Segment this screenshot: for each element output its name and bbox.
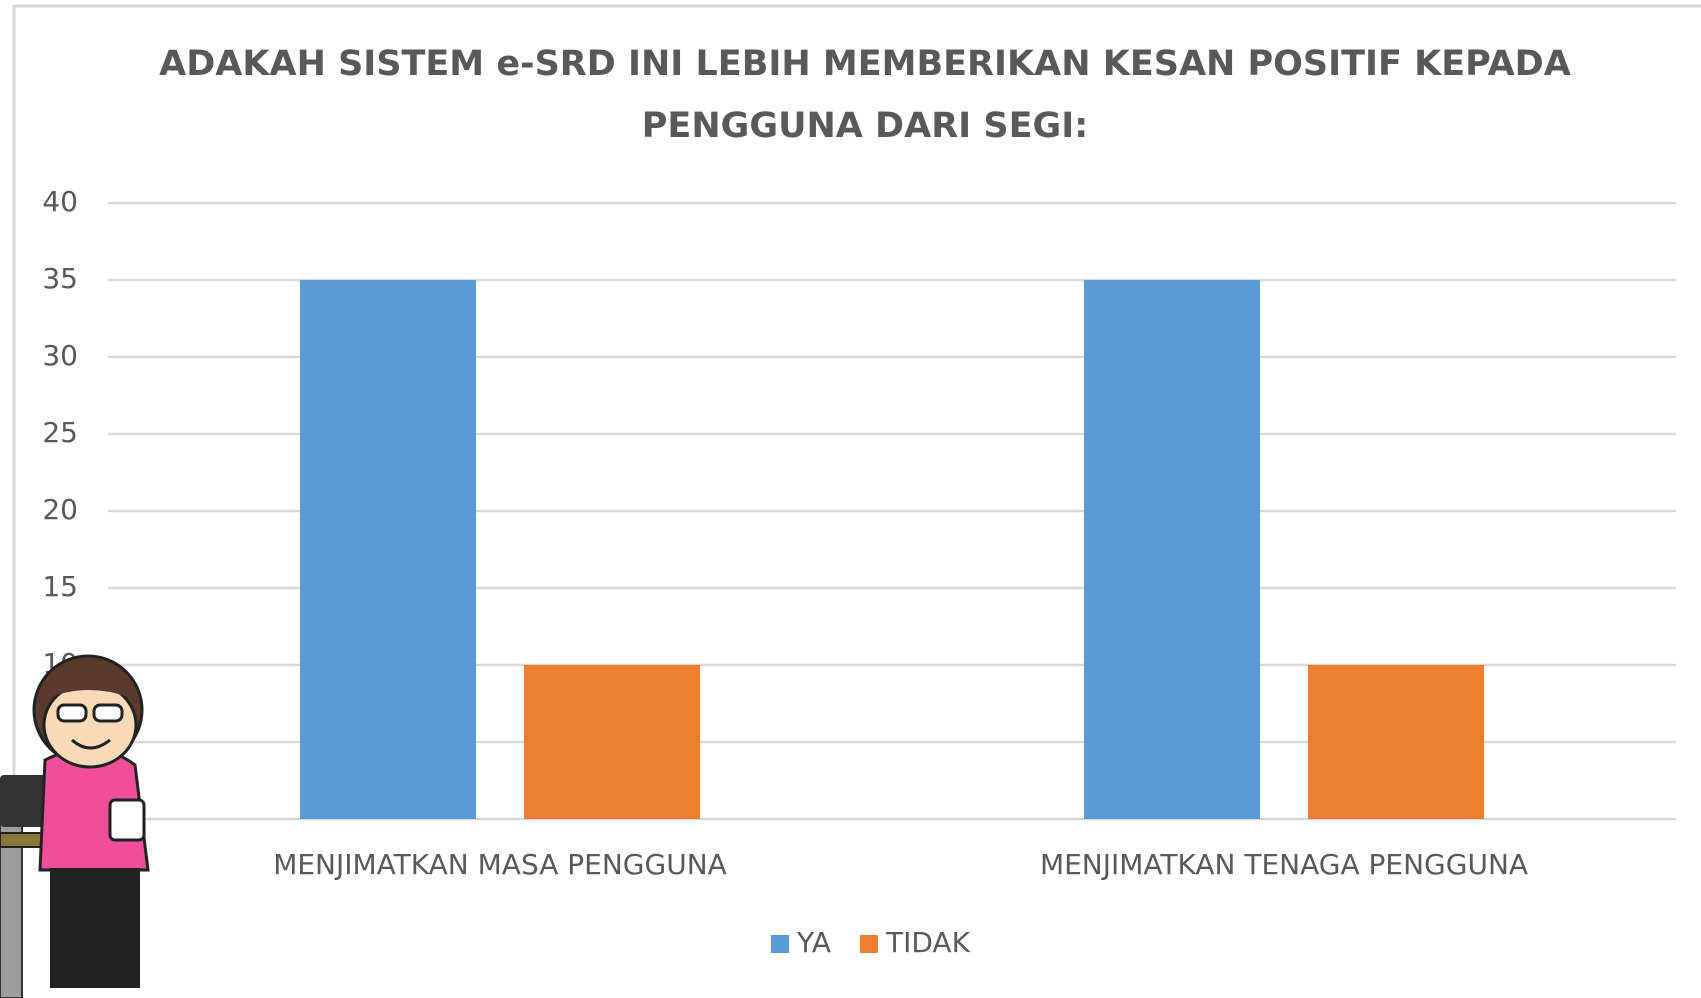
y-tick-label: 35 (42, 262, 78, 295)
bar (524, 665, 700, 819)
legend-swatch (860, 935, 878, 953)
chart-frame (12, 4, 1701, 998)
bar (1084, 280, 1260, 819)
y-tick-label: 40 (42, 185, 78, 218)
legend-label: TIDAK (885, 926, 971, 959)
y-tick-label: 20 (42, 493, 78, 526)
bar (300, 280, 476, 819)
x-tick-label: MENJIMATKAN TENAGA PENGGUNA (1040, 848, 1528, 881)
chart-title: PENGGUNA DARI SEGI: (642, 106, 1088, 146)
legend-label: YA (796, 926, 831, 959)
y-tick-label: 25 (42, 416, 78, 449)
chart-title: ADAKAH SISTEM e-SRD INI LEBIH MEMBERIKAN… (159, 44, 1571, 84)
x-tick-label: MENJIMATKAN MASA PENGGUNA (273, 848, 727, 881)
cartoon-figure (0, 654, 150, 998)
plot: 0510152025303540MENJIMATKAN MASA PENGGUN… (42, 185, 1676, 959)
y-tick-label: 15 (42, 570, 78, 603)
y-tick-label: 30 (42, 339, 78, 372)
bar (1308, 665, 1484, 819)
legend-swatch (771, 935, 789, 953)
